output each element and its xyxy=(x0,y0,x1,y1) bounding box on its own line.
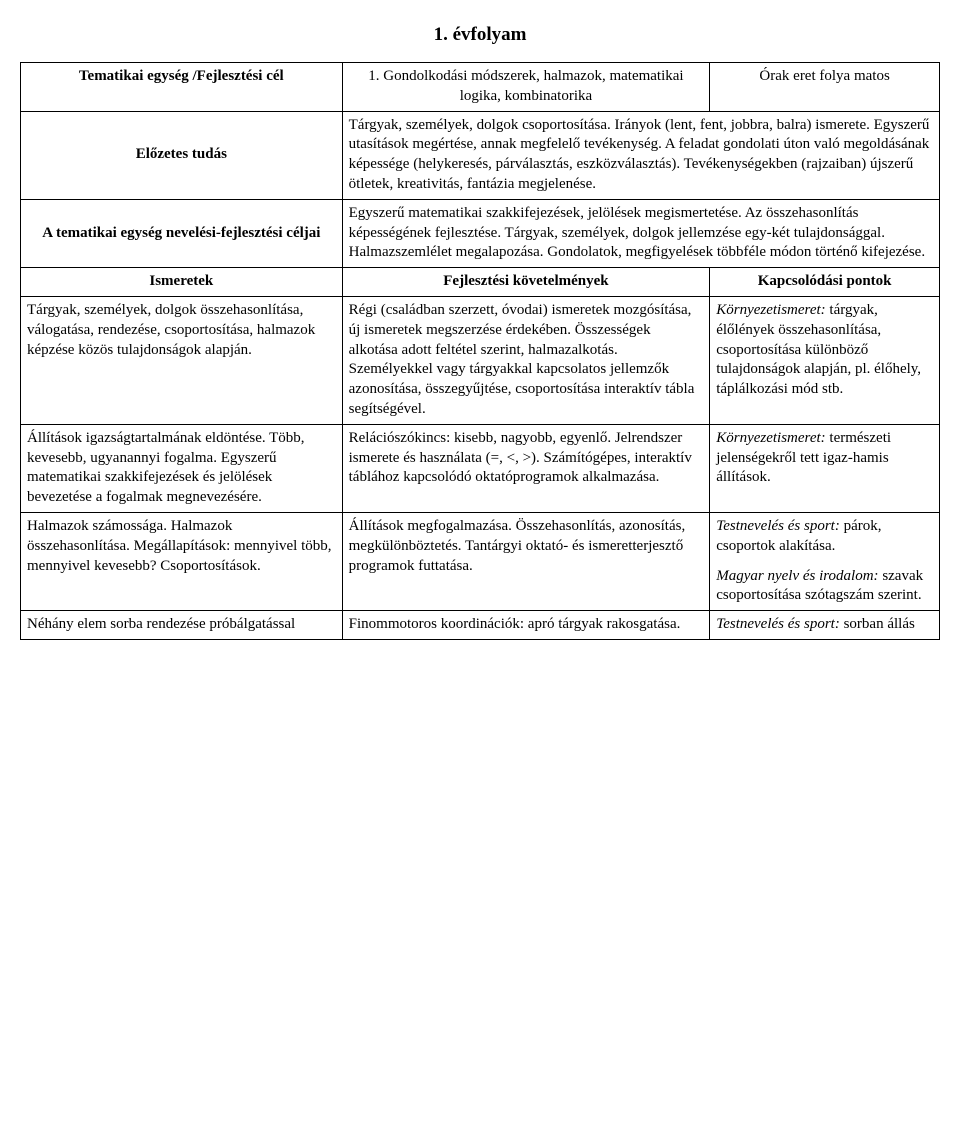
curriculum-table: Tematikai egység /Fejlesztési cél 1. Gon… xyxy=(20,62,940,640)
link-subject: Testnevelés és sport: xyxy=(716,518,840,534)
educational-goals-label: A tematikai egység nevelési-fejlesztési … xyxy=(21,199,343,267)
link-subject: Magyar nyelv és irodalom: xyxy=(716,568,878,584)
link-subject: Környezetismeret: xyxy=(716,430,825,446)
table-row: Néhány elem sorba rendezése próbálgatáss… xyxy=(21,611,940,640)
ismeretek-cell: Néhány elem sorba rendezése próbálgatáss… xyxy=(21,611,343,640)
link-subject: Környezetismeret: xyxy=(716,302,825,318)
link-block: Testnevelés és sport: párok, csoportok a… xyxy=(716,517,933,557)
kapcsolodasi-cell: Környezetismeret: természeti jelenségekr… xyxy=(710,424,940,512)
ismeretek-cell: Halmazok számossága. Halmazok összehason… xyxy=(21,512,343,610)
educational-goals-text: Egyszerű matematikai szakkifejezések, je… xyxy=(342,199,939,267)
table-row: Tárgyak, személyek, dolgok összehasonlít… xyxy=(21,296,940,424)
link-text: sorban állás xyxy=(840,616,915,632)
hours-label: Órak eret folya matos xyxy=(710,63,940,112)
table-row: Állítások igazságtartalmának eldöntése. … xyxy=(21,424,940,512)
col-header-fejlesztesi: Fejlesztési követelmények xyxy=(342,268,710,297)
page-title: 1. évfolyam xyxy=(20,24,940,46)
kapcsolodasi-cell: Testnevelés és sport: párok, csoportok a… xyxy=(710,512,940,610)
col-header-ismeretek: Ismeretek xyxy=(21,268,343,297)
link-subject: Testnevelés és sport: xyxy=(716,616,840,632)
kapcsolodasi-cell: Testnevelés és sport: sorban állás xyxy=(710,611,940,640)
fejlesztesi-cell: Finommotoros koordinációk: apró tárgyak … xyxy=(342,611,710,640)
fejlesztesi-cell: Régi (családban szerzett, óvodai) ismere… xyxy=(342,296,710,424)
table-header-row: Ismeretek Fejlesztési követelmények Kapc… xyxy=(21,268,940,297)
ismeretek-cell: Tárgyak, személyek, dolgok összehasonlít… xyxy=(21,296,343,424)
link-block: Magyar nyelv és irodalom: szavak csoport… xyxy=(716,567,933,607)
kapcsolodasi-cell: Környezetismeret: tárgyak, élőlények öss… xyxy=(710,296,940,424)
fejlesztesi-cell: Állítások megfogalmazása. Összehasonlítá… xyxy=(342,512,710,610)
prior-knowledge-text: Tárgyak, személyek, dolgok csoportosítás… xyxy=(342,111,939,199)
table-row: Halmazok számossága. Halmazok összehason… xyxy=(21,512,940,610)
ismeretek-cell: Állítások igazságtartalmának eldöntése. … xyxy=(21,424,343,512)
table-row: Tematikai egység /Fejlesztési cél 1. Gon… xyxy=(21,63,940,112)
thematic-unit-label: Tematikai egység /Fejlesztési cél xyxy=(21,63,343,112)
spacer xyxy=(716,557,933,567)
fejlesztesi-cell: Relációszókincs: kisebb, nagyobb, egyenl… xyxy=(342,424,710,512)
table-row: A tematikai egység nevelési-fejlesztési … xyxy=(21,199,940,267)
prior-knowledge-label: Előzetes tudás xyxy=(21,111,343,199)
table-row: Előzetes tudás Tárgyak, személyek, dolgo… xyxy=(21,111,940,199)
unit-title: 1. Gondolkodási módszerek, halmazok, mat… xyxy=(342,63,710,112)
col-header-kapcsolodasi: Kapcsolódási pontok xyxy=(710,268,940,297)
